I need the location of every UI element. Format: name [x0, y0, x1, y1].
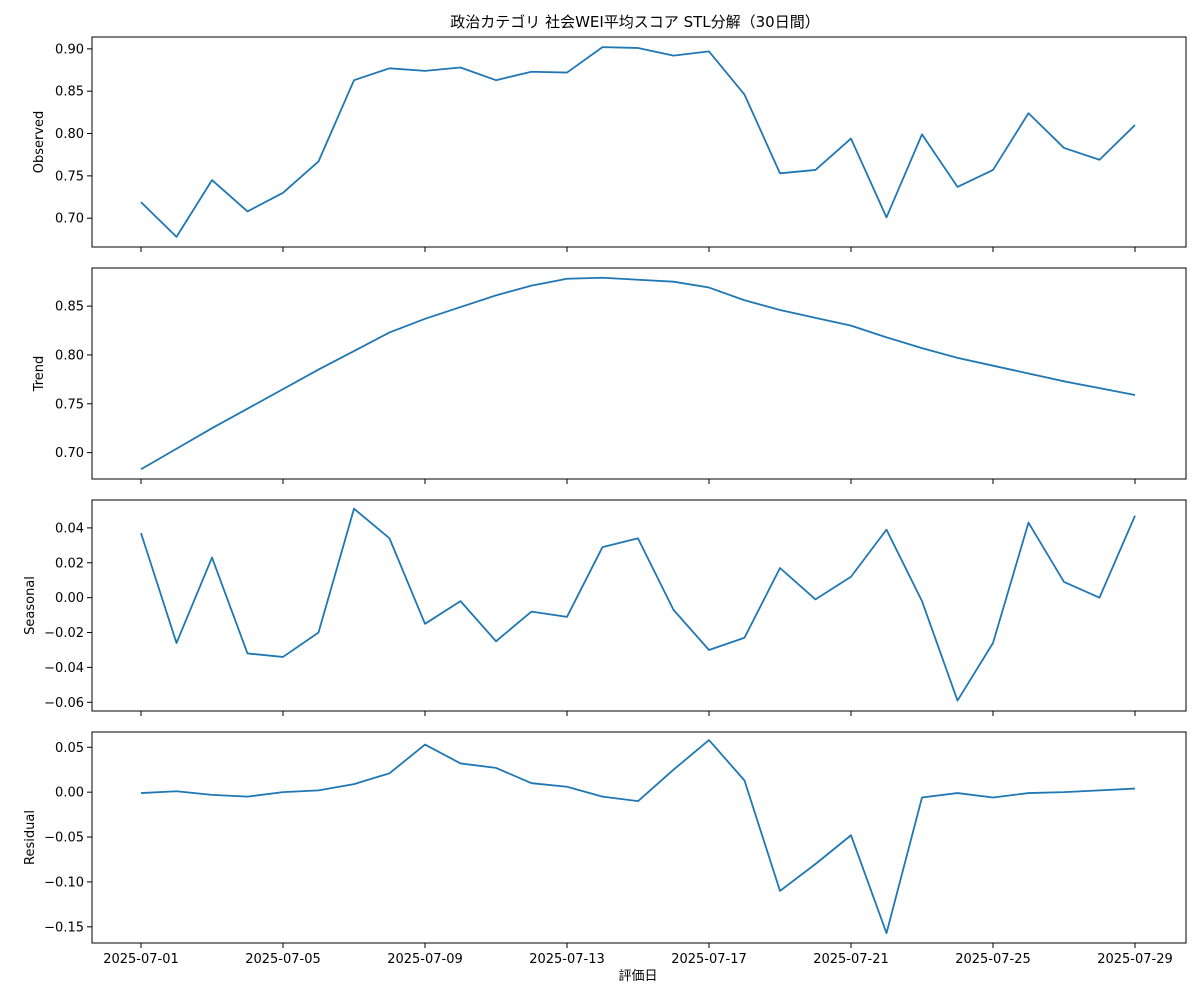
panel-seasonal: −0.06 −0.04 −0.02 0.00 0.02 0.04 Seasonal	[23, 499, 1187, 716]
y-tick-label: 0.02	[55, 556, 84, 571]
y-axis-label: Residual	[23, 810, 38, 865]
x-tick-label: 2025-07-09	[387, 952, 463, 967]
x-tick-label: 2025-07-17	[671, 952, 747, 967]
series-line-observed	[140, 46, 1136, 238]
y-tick-label: 0.90	[55, 42, 84, 57]
y-axis-label: Observed	[32, 111, 47, 174]
plot-frame	[91, 36, 1187, 248]
y-tick-label: 0.75	[55, 397, 84, 412]
plot-frame	[91, 731, 1187, 944]
y-axis-label: Seasonal	[23, 576, 38, 635]
y-tick-label: 0.85	[55, 85, 84, 100]
y-tick-label: 0.00	[55, 786, 84, 801]
x-tick-label: 2025-07-25	[955, 952, 1031, 967]
panel-observed: 0.70 0.75 0.80 0.85 0.90 Observed	[32, 36, 1187, 252]
panel-trend: 0.70 0.75 0.80 0.85 Trend	[32, 267, 1187, 484]
x-tick-label: 2025-07-05	[245, 952, 321, 967]
x-tick-label: 2025-07-21	[813, 952, 889, 967]
y-tick-label: 0.70	[55, 212, 84, 227]
y-tick-label: −0.05	[44, 831, 84, 846]
x-tick-label: 2025-07-13	[529, 952, 605, 967]
y-tick-label: 0.70	[55, 446, 84, 461]
panel-residual: −0.15 −0.10 −0.05 0.00 0.05 Residual 2025-07-0…	[23, 731, 1187, 967]
y-tick-label: 0.04	[55, 521, 84, 536]
plot-frame	[91, 267, 1187, 480]
y-tick-label: 0.00	[55, 591, 84, 606]
chart-title: 政治カテゴリ 社会WEI平均スコア STL分解（30日間）	[450, 13, 819, 31]
y-tick-label: 0.85	[55, 300, 84, 315]
y-tick-label: 0.05	[55, 741, 84, 756]
y-tick-label: −0.02	[44, 626, 84, 641]
plot-frame	[91, 499, 1187, 712]
panels: 0.70 0.75 0.80 0.85 0.90 Observed 0.70 0.75 0.80…	[23, 36, 1187, 967]
y-axis-label: Trend	[32, 356, 47, 393]
series-line-seasonal	[140, 507, 1136, 702]
series-line-residual	[140, 739, 1136, 935]
x-tick-label: 2025-07-29	[1097, 952, 1173, 967]
y-tick-label: −0.15	[44, 920, 84, 935]
y-tick-label: −0.04	[44, 661, 84, 676]
y-tick-label: 0.80	[55, 127, 84, 142]
x-axis-label: 評価日	[618, 969, 657, 984]
y-tick-label: −0.10	[44, 875, 84, 890]
series-line-trend	[140, 276, 1136, 471]
y-tick-label: −0.06	[44, 696, 84, 711]
x-tick-label: 2025-07-01	[103, 952, 179, 967]
y-tick-label: 0.80	[55, 348, 84, 363]
y-tick-label: 0.75	[55, 169, 84, 184]
